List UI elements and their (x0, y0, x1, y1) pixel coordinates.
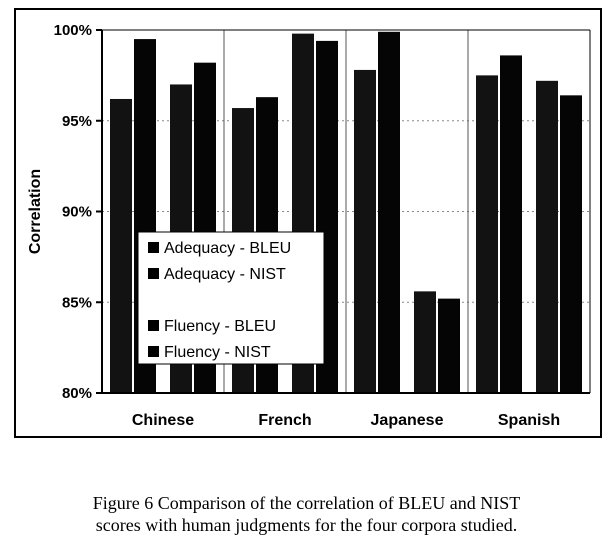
category-label: Chinese (132, 412, 194, 429)
bar-fluency-nist (560, 95, 582, 393)
y-tick-label: 95% (62, 113, 92, 130)
bar-adequacy-bleu (110, 98, 132, 393)
legend-adequacy-nist-swatch (148, 268, 159, 279)
figure-caption: Figure 6 Comparison of the correlation o… (0, 492, 613, 536)
legend-fluency-bleu-swatch (148, 320, 159, 331)
bar-chart: 80% 85% 90% 95% 100% Chinese French Japanese Spa… (27, 22, 591, 429)
category-label: Spanish (498, 412, 560, 429)
bar-adequacy-nist (378, 31, 400, 393)
bar-adequacy-nist (500, 55, 522, 393)
y-tick-label: 85% (62, 294, 92, 311)
legend-fluency-bleu-label: Fluency - BLEU (164, 318, 276, 335)
legend-fluency-nist-label: Fluency - NIST (164, 344, 271, 361)
y-tick-label: 80% (62, 385, 92, 402)
legend-adequacy-bleu-swatch (148, 242, 159, 253)
y-tick-label: 90% (62, 204, 92, 221)
legend-box (137, 231, 325, 365)
bar-adequacy-bleu (354, 69, 376, 394)
bar-adequacy-bleu (476, 75, 498, 393)
bar-fluency-bleu (536, 80, 558, 393)
bar-fluency-nist (438, 298, 460, 393)
legend-fluency-nist-swatch (148, 346, 159, 357)
legend-adequacy-nist-label: Adequacy - NIST (164, 266, 286, 283)
y-tick-label: 100% (54, 22, 92, 39)
y-axis-title: Correlation (27, 169, 44, 254)
caption-line-2: scores with human judgments for the four… (95, 515, 518, 535)
bar-fluency-bleu (414, 291, 436, 393)
chart-frame: 80% 85% 90% 95% 100% Chinese French Japanese Spa… (14, 8, 602, 438)
category-label: Japanese (371, 412, 444, 429)
caption-line-1: Figure 6 Comparison of the correlation o… (92, 493, 521, 513)
category-label: French (258, 412, 311, 429)
legend-adequacy-bleu-label: Adequacy - BLEU (164, 240, 291, 257)
